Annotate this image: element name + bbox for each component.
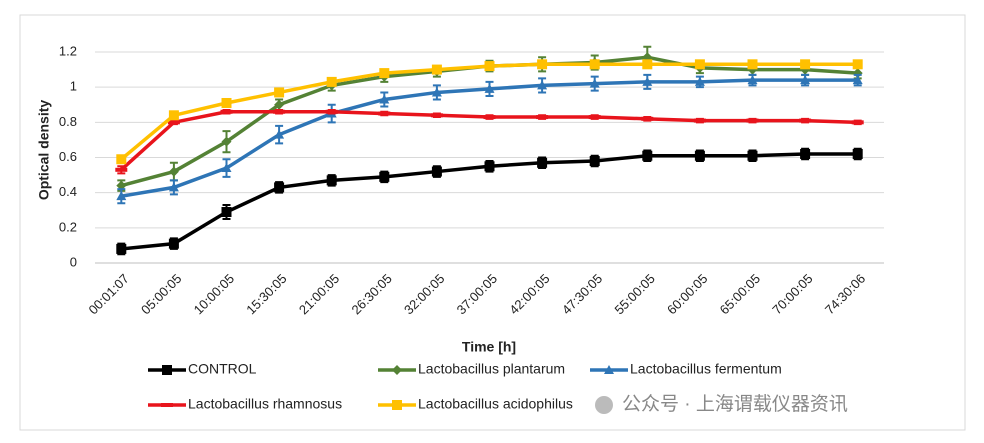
series — [116, 59, 863, 165]
data-point — [430, 113, 443, 118]
data-point — [274, 129, 285, 139]
data-point — [693, 118, 706, 123]
data-point — [168, 110, 179, 121]
data-point — [221, 207, 232, 218]
legend-item: Lactobacillus acidophilus — [378, 396, 573, 412]
y-tick-label: 1 — [70, 79, 77, 94]
data-point — [116, 154, 127, 165]
y-tick-label: 0 — [70, 254, 77, 269]
y-tick-label: 0.4 — [59, 184, 77, 199]
data-point — [747, 75, 758, 85]
legend-marker — [161, 403, 173, 407]
data-point — [325, 109, 338, 114]
data-point — [484, 61, 495, 72]
x-axis-label: Time [h] — [462, 339, 516, 355]
data-point — [378, 111, 391, 116]
data-point — [274, 99, 285, 110]
y-tick-label: 0.6 — [59, 149, 77, 164]
y-axis-label: Optical density — [36, 100, 52, 201]
data-point — [747, 59, 758, 70]
legend-item: Lactobacillus rhamnosus — [148, 396, 342, 412]
data-point — [800, 59, 811, 70]
data-point — [746, 118, 759, 123]
data-point — [168, 238, 179, 249]
data-point — [221, 163, 232, 173]
data-point — [589, 156, 600, 167]
data-point — [536, 115, 549, 120]
y-tick-label: 0.8 — [59, 114, 77, 129]
data-point — [168, 182, 179, 192]
data-point — [167, 120, 180, 125]
data-point — [220, 109, 233, 114]
data-point — [484, 83, 495, 93]
data-point — [537, 80, 548, 90]
y-tick-label: 0.2 — [59, 219, 77, 234]
data-point — [221, 136, 232, 147]
data-point — [431, 166, 442, 177]
data-point — [694, 76, 705, 86]
legend-item: Lactobacillus fermentum — [590, 361, 782, 377]
data-point — [379, 68, 390, 79]
data-point — [588, 115, 601, 120]
data-point — [431, 64, 442, 75]
legend-marker — [604, 365, 614, 374]
data-point — [115, 167, 128, 172]
data-point — [379, 171, 390, 182]
data-point — [694, 59, 705, 70]
data-point — [852, 59, 863, 70]
data-point — [326, 175, 337, 186]
data-point — [116, 191, 127, 201]
legend-marker — [392, 365, 402, 375]
data-point — [274, 182, 285, 193]
data-point — [852, 148, 863, 159]
chart-frame — [19, 14, 966, 431]
legend-label: CONTROL — [188, 361, 257, 377]
data-point — [379, 94, 390, 104]
data-point — [694, 150, 705, 161]
legend-label: Lactobacillus acidophilus — [418, 396, 573, 412]
data-point — [800, 148, 811, 159]
series — [116, 147, 863, 256]
y-tick-label: 1.2 — [59, 43, 77, 58]
data-point — [483, 115, 496, 120]
data-point — [274, 87, 285, 98]
legend-label: Lactobacillus fermentum — [630, 361, 782, 377]
data-point — [537, 59, 548, 70]
data-point — [273, 109, 286, 114]
watermark-text: 公众号 · 上海谓载仪器资讯 — [622, 393, 848, 415]
legend-item: Lactobacillus plantarum — [378, 361, 565, 377]
series — [115, 109, 864, 175]
data-point — [799, 118, 812, 123]
watermark-icon — [595, 396, 613, 414]
data-point — [431, 87, 442, 97]
data-point — [168, 166, 179, 177]
data-point — [747, 150, 758, 161]
data-point — [642, 150, 653, 161]
data-point — [221, 97, 232, 108]
data-point — [116, 243, 127, 254]
data-point — [116, 180, 127, 191]
data-point — [589, 59, 600, 70]
data-point — [537, 157, 548, 168]
data-point — [852, 75, 863, 85]
legend-label: Lactobacillus rhamnosus — [188, 396, 342, 412]
data-point — [589, 78, 600, 88]
data-point — [851, 120, 864, 125]
watermark: 公众号 · 上海谓载仪器资讯 — [595, 393, 848, 415]
data-point — [641, 116, 654, 121]
data-point — [642, 59, 653, 70]
legend-label: Lactobacillus plantarum — [418, 361, 565, 377]
data-point — [484, 161, 495, 172]
series — [116, 73, 863, 205]
data-point — [326, 76, 337, 87]
data-point — [800, 75, 811, 85]
legend-marker — [392, 400, 402, 410]
legend-marker — [162, 365, 172, 375]
legend-item: CONTROL — [148, 361, 257, 377]
data-point — [642, 76, 653, 86]
